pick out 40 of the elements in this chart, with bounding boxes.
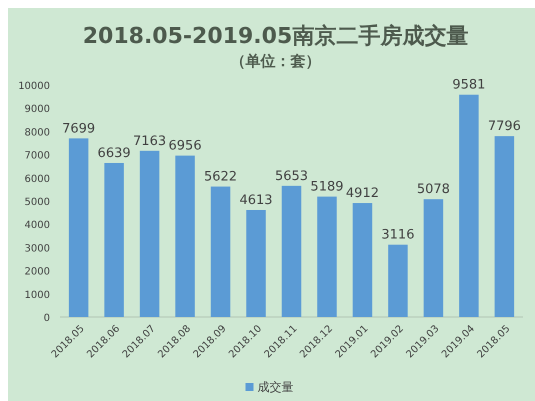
y-tick-label: 0	[44, 313, 50, 324]
y-tick-label: 4000	[24, 220, 50, 232]
bar	[388, 244, 408, 317]
bar	[68, 138, 88, 317]
data-label: 4613	[239, 192, 273, 208]
bar	[424, 199, 444, 317]
y-tick-label: 6000	[24, 174, 50, 185]
data-label: 3116	[381, 228, 414, 243]
y-tick-label: 5000	[24, 197, 50, 208]
y-tick-label: 3000	[24, 243, 50, 254]
chart-subtitle: （单位：套）	[230, 52, 320, 70]
bar	[352, 203, 372, 317]
bar	[494, 136, 514, 317]
y-tick-label: 9000	[24, 104, 50, 116]
data-label: 5622	[204, 170, 238, 185]
data-label: 7699	[62, 121, 96, 136]
y-tick-label: 2000	[24, 266, 50, 278]
data-label: 9581	[452, 78, 486, 93]
bar	[140, 150, 160, 317]
bar	[104, 162, 124, 317]
y-tick-label: 7000	[24, 150, 50, 162]
data-label: 4912	[346, 186, 380, 202]
data-label: 7796	[488, 119, 521, 134]
bar	[210, 186, 230, 317]
y-tick-label: 10000	[18, 81, 50, 92]
legend-label: 成交量	[258, 380, 294, 394]
y-tick-label: 8000	[24, 127, 50, 138]
bar	[246, 210, 266, 317]
bar	[459, 94, 479, 317]
data-label: 5653	[274, 168, 308, 184]
bar	[175, 156, 195, 317]
data-label: 5078	[416, 182, 450, 198]
data-label: 6639	[98, 146, 131, 161]
data-label: 6956	[168, 138, 202, 154]
data-label: 5189	[310, 180, 344, 195]
bar	[317, 196, 337, 317]
bar	[282, 186, 302, 317]
chart-title: 2018.05-2019.05南京二手房成交量	[82, 23, 468, 49]
data-label: 7163	[133, 134, 166, 149]
y-tick-label: 1000	[24, 290, 50, 301]
